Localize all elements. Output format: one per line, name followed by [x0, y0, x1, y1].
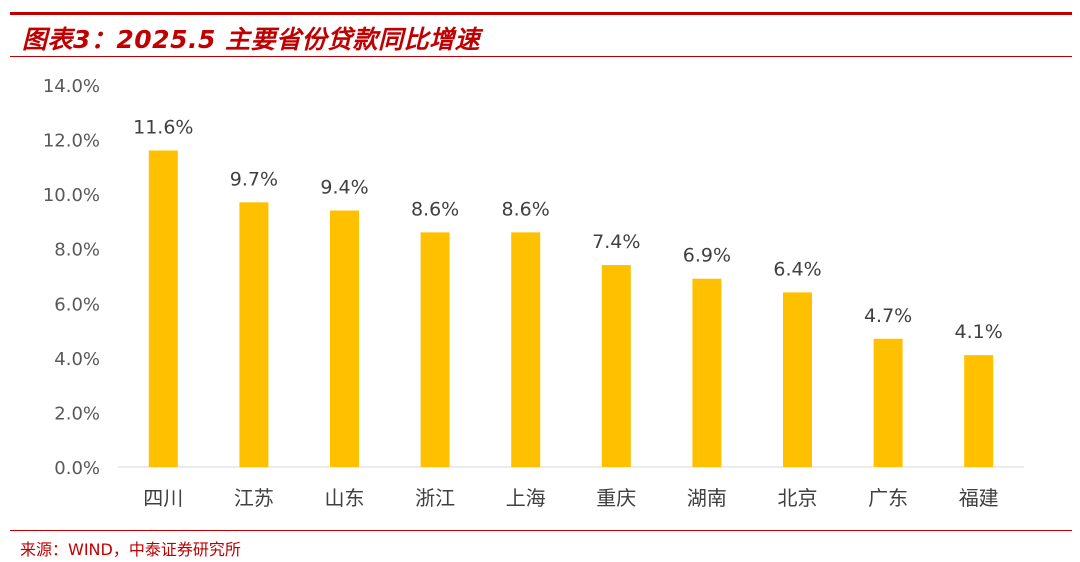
bar — [692, 278, 722, 467]
y-tick-label: 8.0% — [54, 240, 100, 261]
bar — [420, 232, 450, 467]
data-label: 9.4% — [320, 177, 368, 199]
x-tick-label: 上海 — [506, 486, 546, 510]
bottom-rule — [10, 530, 1072, 531]
data-label: 11.6% — [133, 116, 193, 138]
x-tick-label: 重庆 — [596, 486, 636, 510]
data-label: 9.7% — [230, 168, 278, 190]
source-note: 来源：WIND，中泰证券研究所 — [20, 540, 241, 559]
x-tick-label: 北京 — [778, 486, 818, 510]
data-label: 4.1% — [955, 321, 1003, 343]
data-label: 6.9% — [683, 245, 731, 267]
bar — [601, 265, 631, 467]
bar — [239, 202, 269, 468]
bar — [330, 210, 359, 467]
y-tick-label: 12.0% — [43, 131, 100, 152]
x-tick-label: 湖南 — [687, 486, 727, 510]
data-label: 8.6% — [502, 198, 550, 220]
bar — [148, 150, 178, 467]
data-label: 8.6% — [411, 198, 459, 220]
y-tick-label: 0.0% — [54, 458, 100, 479]
y-tick-label: 2.0% — [54, 403, 100, 424]
y-tick-label: 14.0% — [43, 76, 100, 97]
x-tick-label: 福建 — [959, 486, 999, 510]
top-rule — [10, 12, 1072, 15]
bar-chart: 0.0% 2.0% 4.0% 6.0% 8.0% 10.0% 12.0% 14.0% 11.6%… — [43, 76, 1024, 510]
bar — [783, 292, 812, 467]
x-tick-label: 山东 — [325, 486, 365, 510]
bar — [511, 232, 541, 467]
y-tick-label: 10.0% — [43, 185, 100, 206]
title-rule — [10, 56, 1072, 57]
x-tick-label: 浙江 — [415, 486, 455, 510]
bar — [873, 338, 903, 467]
y-tick-label: 6.0% — [54, 294, 100, 315]
data-label: 4.7% — [864, 305, 912, 327]
chart-title: 图表3：2025.5 主要省份贷款同比增速 — [22, 25, 481, 54]
data-label: 6.4% — [773, 258, 821, 280]
x-tick-label: 江苏 — [234, 486, 274, 510]
bar — [964, 355, 994, 467]
x-tick-label: 广东 — [868, 486, 908, 510]
data-label: 7.4% — [592, 231, 640, 253]
x-tick-label: 四川 — [143, 486, 183, 510]
y-tick-label: 4.0% — [54, 349, 100, 370]
